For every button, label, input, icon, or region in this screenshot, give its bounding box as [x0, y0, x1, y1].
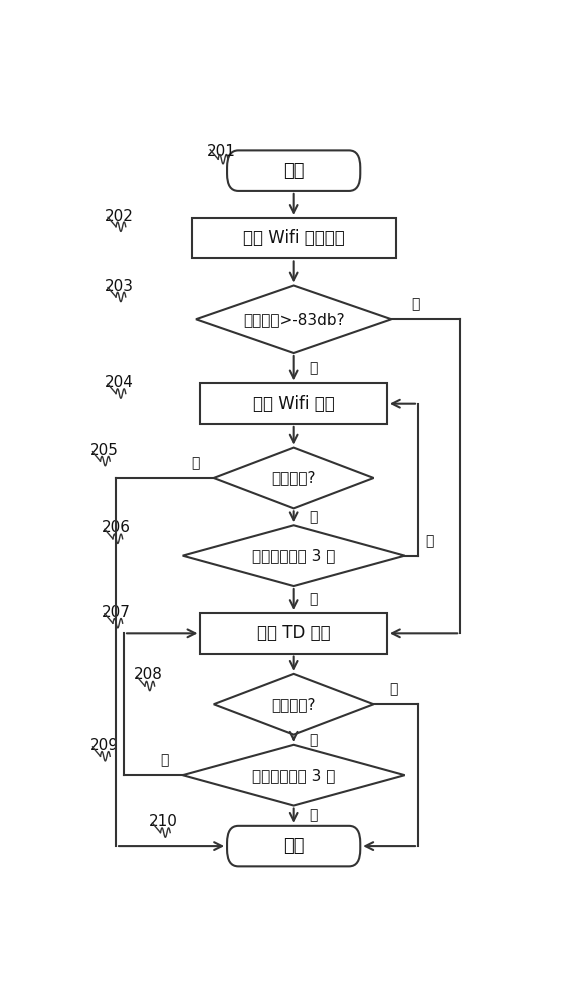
Text: 203: 203 — [105, 279, 134, 294]
Text: 否: 否 — [309, 809, 318, 823]
Polygon shape — [183, 525, 405, 586]
Polygon shape — [183, 745, 405, 806]
Text: 206: 206 — [102, 520, 131, 535]
Text: 205: 205 — [89, 443, 118, 458]
FancyBboxPatch shape — [227, 150, 360, 191]
Text: 是: 是 — [160, 753, 168, 767]
Text: 信号强度>-83db?: 信号强度>-83db? — [243, 312, 344, 327]
Text: 连接 TD 网络: 连接 TD 网络 — [257, 624, 331, 642]
Text: 连接成功?: 连接成功? — [272, 697, 316, 712]
FancyBboxPatch shape — [191, 218, 396, 258]
Text: 是: 是 — [309, 361, 318, 375]
Text: 否: 否 — [309, 510, 318, 524]
Text: 是: 是 — [425, 534, 433, 548]
Text: 否: 否 — [411, 297, 420, 311]
Text: 连接 Wifi 网络: 连接 Wifi 网络 — [253, 395, 335, 413]
Text: 209: 209 — [89, 738, 119, 753]
Text: 201: 201 — [207, 144, 236, 159]
FancyBboxPatch shape — [201, 383, 387, 424]
Text: 是: 是 — [390, 682, 398, 696]
Text: 208: 208 — [134, 667, 163, 682]
Text: 否: 否 — [309, 733, 318, 747]
Polygon shape — [196, 285, 391, 353]
Text: 是: 是 — [191, 456, 199, 470]
Text: 202: 202 — [105, 209, 134, 224]
Text: 获取 Wifi 信号强度: 获取 Wifi 信号强度 — [243, 229, 344, 247]
Text: 否: 否 — [309, 593, 318, 607]
FancyBboxPatch shape — [227, 826, 360, 866]
Text: 结束: 结束 — [283, 837, 304, 855]
Text: 210: 210 — [150, 814, 178, 829]
FancyBboxPatch shape — [201, 613, 387, 654]
Text: 开始: 开始 — [283, 162, 304, 180]
Polygon shape — [214, 448, 374, 508]
Text: 204: 204 — [105, 375, 134, 390]
Text: 207: 207 — [102, 605, 131, 620]
Text: 连接成功?: 连接成功? — [272, 470, 316, 485]
Text: 连接次数小于 3 次: 连接次数小于 3 次 — [252, 768, 335, 783]
Polygon shape — [214, 674, 374, 735]
Text: 连接次数小于 3 次: 连接次数小于 3 次 — [252, 548, 335, 563]
